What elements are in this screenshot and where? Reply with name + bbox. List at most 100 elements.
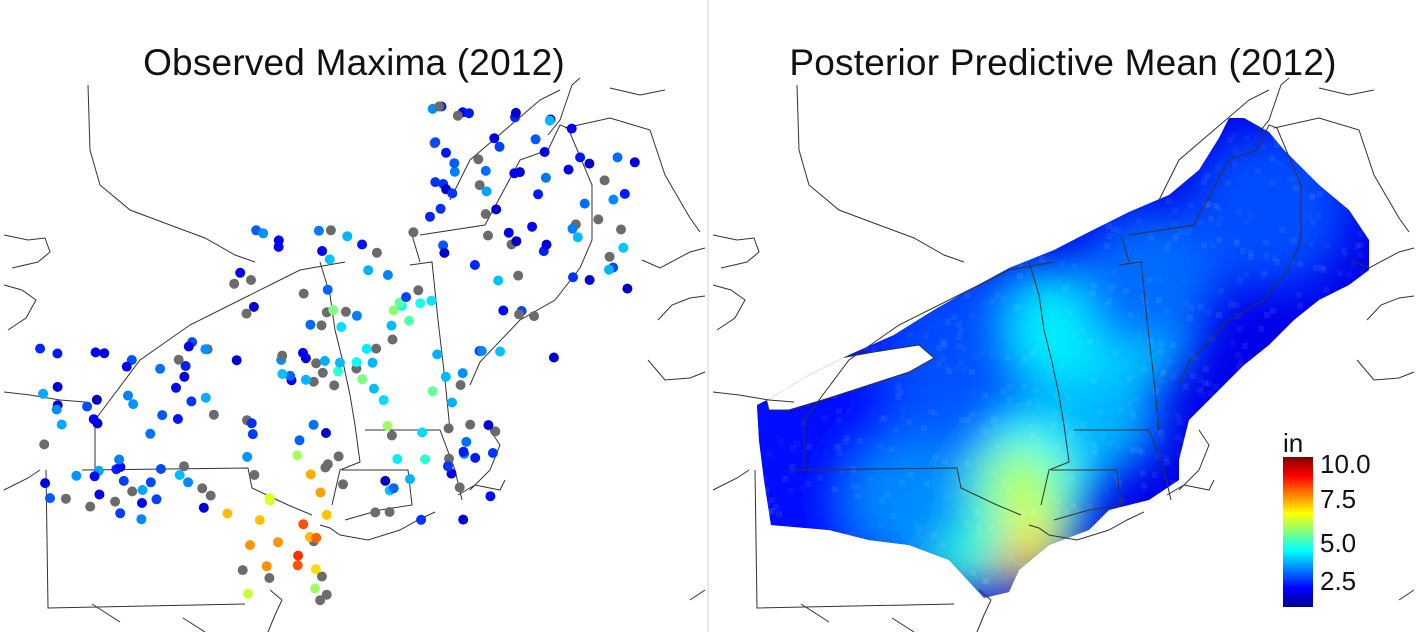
boundary-line <box>1256 77 1290 136</box>
posterior-field-pixel <box>1248 442 1254 448</box>
posterior-field-pixel <box>1352 190 1358 196</box>
posterior-field-pixel <box>1217 530 1223 536</box>
posterior-mean-panel: Posterior Predictive Mean (2012) <box>709 0 1417 632</box>
station-dot <box>115 462 126 472</box>
boundary-line <box>3 234 51 269</box>
station-dot <box>174 470 185 480</box>
posterior-field-pixel <box>927 597 933 598</box>
posterior-field-pixel <box>1287 175 1293 181</box>
posterior-field-pixel <box>759 150 765 156</box>
posterior-field-pixel <box>1138 161 1144 167</box>
station-dot <box>511 236 522 247</box>
station-dot <box>455 380 466 390</box>
posterior-field-pixel <box>1215 221 1221 227</box>
station-dot <box>198 502 209 513</box>
posterior-field-pixel <box>977 554 983 560</box>
posterior-field-pixel <box>763 501 769 507</box>
posterior-field-pixel <box>1061 234 1067 240</box>
posterior-field-pixel <box>1080 544 1086 550</box>
posterior-field-pixel <box>780 347 786 353</box>
posterior-field-pixel <box>1256 495 1262 501</box>
posterior-field-pixel <box>814 195 820 201</box>
posterior-field-pixel <box>1237 277 1243 283</box>
posterior-field-pixel <box>1082 569 1088 575</box>
posterior-field-pixel <box>844 194 850 200</box>
station-dot <box>264 573 275 583</box>
posterior-field-pixel <box>1238 492 1244 498</box>
station-dot <box>183 477 194 488</box>
station-dot <box>91 394 102 405</box>
posterior-field-pixel <box>1213 534 1219 540</box>
posterior-field-pixel <box>1357 540 1363 546</box>
posterior-field-pixel <box>855 493 861 499</box>
posterior-field-pixel <box>831 487 837 493</box>
posterior-field-pixel <box>1032 284 1038 290</box>
station-dot <box>446 468 457 479</box>
posterior-field-pixel <box>1139 151 1145 157</box>
boundary-line <box>1051 469 1122 521</box>
posterior-field-pixel <box>909 139 915 145</box>
station-dot <box>85 501 96 512</box>
posterior-field-pixel <box>1307 358 1313 364</box>
posterior-field-pixel <box>1310 442 1316 448</box>
posterior-field-pixel <box>1165 241 1171 247</box>
posterior-field-pixel <box>1240 377 1246 383</box>
station-dot <box>447 397 457 408</box>
posterior-field-pixel <box>1249 502 1255 508</box>
posterior-field-pixel <box>961 257 967 263</box>
posterior-field-pixel <box>1182 279 1188 285</box>
posterior-field-pixel <box>879 604 885 610</box>
posterior-field-pixel <box>1078 200 1084 206</box>
posterior-field-pixel <box>1033 286 1039 292</box>
posterior-field-pixel <box>1374 544 1380 550</box>
posterior-field-pixel <box>1073 146 1079 152</box>
station-dot <box>39 439 50 450</box>
station-dot <box>145 477 156 488</box>
posterior-field-pixel <box>1058 364 1064 370</box>
posterior-field-pixel <box>763 330 769 336</box>
posterior-field-pixel <box>1206 381 1212 387</box>
posterior-field-pixel <box>1053 392 1059 398</box>
posterior-field-pixel <box>1050 212 1056 218</box>
posterior-field-pixel <box>1115 537 1121 543</box>
posterior-field-pixel <box>1106 223 1112 229</box>
posterior-field-pixel <box>824 578 830 584</box>
posterior-field-pixel <box>762 546 768 552</box>
station-dot <box>529 311 540 322</box>
station-dot <box>599 175 610 186</box>
posterior-field-pixel <box>1256 453 1262 459</box>
station-dot <box>242 451 253 462</box>
posterior-field-pixel <box>770 259 776 265</box>
station-dot <box>183 341 194 352</box>
boundary-line <box>182 617 206 632</box>
posterior-field-pixel <box>1227 601 1233 607</box>
boundary-line <box>411 234 421 263</box>
posterior-field-pixel <box>958 509 964 515</box>
posterior-field-pixel <box>931 532 937 538</box>
posterior-field-pixel <box>892 192 898 198</box>
posterior-field-pixel <box>1009 208 1015 214</box>
posterior-field-pixel <box>1176 450 1182 456</box>
posterior-field-pixel <box>772 153 778 159</box>
station-dot <box>539 147 550 157</box>
station-dot <box>173 354 184 365</box>
posterior-field-pixel <box>1366 202 1369 208</box>
station-dot <box>38 388 49 399</box>
posterior-field-pixel <box>1263 362 1269 368</box>
station-dot <box>394 297 405 308</box>
posterior-field-pixel <box>1218 288 1224 294</box>
posterior-field-pixel <box>1060 401 1066 407</box>
boundary-line <box>803 261 1055 468</box>
posterior-field-pixel <box>778 545 784 551</box>
posterior-field-pixel <box>1375 368 1381 374</box>
posterior-field-pixel <box>1130 447 1136 453</box>
posterior-field-pixel <box>1219 555 1225 561</box>
panel-divider <box>707 0 709 632</box>
posterior-field-pixel <box>940 288 946 294</box>
posterior-field-pixel <box>1107 556 1113 562</box>
station-dot <box>245 540 255 551</box>
posterior-field-pixel <box>778 529 784 535</box>
posterior-field-pixel <box>1019 235 1025 241</box>
station-dot <box>311 358 322 369</box>
posterior-field-pixel <box>1017 261 1023 267</box>
